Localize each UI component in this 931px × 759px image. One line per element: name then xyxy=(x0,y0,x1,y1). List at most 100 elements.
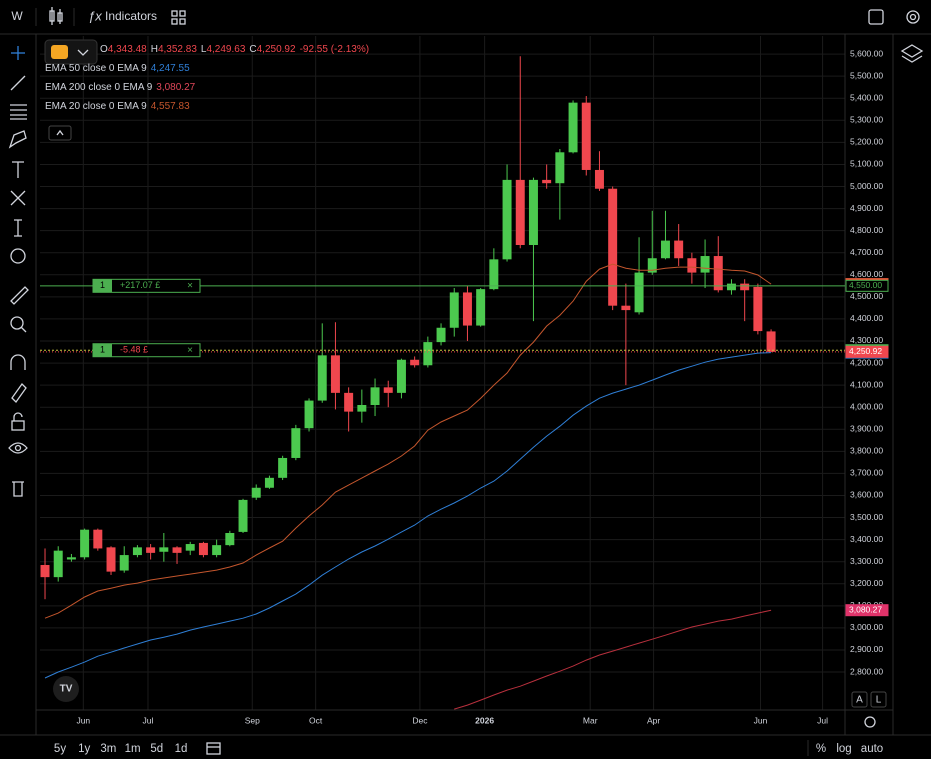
x-tick-label: Oct xyxy=(309,715,323,725)
price-tag xyxy=(845,279,889,292)
range-button[interactable]: 1d xyxy=(175,743,188,755)
position-close[interactable]: × xyxy=(187,345,193,356)
collapse-legend[interactable] xyxy=(48,125,72,141)
price-tag-label: 4,250.92 xyxy=(849,346,882,356)
settings-icon[interactable] xyxy=(906,10,920,24)
auto-label: A xyxy=(856,695,863,706)
scale-option[interactable]: % xyxy=(816,743,826,755)
ema-name: EMA 20 close 0 EMA 9 xyxy=(45,101,147,112)
candle-body xyxy=(726,283,736,291)
symbol-logo xyxy=(51,45,68,59)
candle-body xyxy=(753,286,763,332)
open-value: 4,343.48 xyxy=(107,44,147,55)
scale-option[interactable]: log xyxy=(836,743,851,755)
scale-option[interactable]: auto xyxy=(861,743,883,755)
y-tick-label: 5,000.00 xyxy=(850,181,883,191)
dropdown-icon xyxy=(77,49,89,56)
low-label: L xyxy=(200,44,207,55)
range-button[interactable]: 5d xyxy=(150,743,163,755)
candle-body xyxy=(317,355,327,401)
candle-body xyxy=(159,547,169,552)
y-tick-label: 4,700.00 xyxy=(850,247,883,257)
x-tick-label: Jul xyxy=(817,715,828,725)
candle-body xyxy=(766,331,776,352)
plot xyxy=(40,56,776,710)
log-button[interactable] xyxy=(870,691,887,708)
range-button[interactable]: 5y xyxy=(54,743,66,755)
y-tick-label: 4,900.00 xyxy=(850,203,883,213)
candle-body xyxy=(476,289,486,326)
candle-body xyxy=(330,355,340,393)
y-tick-label: 2,900.00 xyxy=(850,644,883,654)
ema-legend-row[interactable]: EMA 20 close 0 EMA 9 4,557.83 xyxy=(45,97,369,116)
y-tick-label: 4,600.00 xyxy=(850,269,883,279)
candle-body xyxy=(278,457,288,478)
auto-button[interactable] xyxy=(851,691,868,708)
chart-type-icon[interactable] xyxy=(49,7,63,25)
ema-legend-row[interactable]: EMA 50 close 0 EMA 9 4,247.55 xyxy=(45,59,369,78)
candle-body xyxy=(410,359,420,366)
price-tag xyxy=(845,604,889,617)
x-tick-label: Apr xyxy=(647,715,660,725)
templates-icon[interactable] xyxy=(171,10,186,25)
candle-body xyxy=(396,359,406,393)
candle-body xyxy=(53,550,63,578)
candle-body xyxy=(291,428,301,458)
candle-body xyxy=(647,258,657,273)
legend: O 4,343.48 H 4,352.83 L 4,249.63 C 4,250.92 … xyxy=(45,40,369,116)
candle-body xyxy=(198,542,208,556)
indicators-button[interactable]: Indicators xyxy=(105,9,157,23)
y-tick-label: 4,100.00 xyxy=(850,379,883,389)
ema-name: EMA 200 close 0 EMA 9 xyxy=(45,82,153,93)
y-tick-label: 4,400.00 xyxy=(850,313,883,323)
ema-value: 3,080.27 xyxy=(156,82,196,93)
logo[interactable] xyxy=(53,676,79,702)
candle-body xyxy=(185,544,195,551)
layers-icon[interactable] xyxy=(900,44,924,63)
y-tick-label: 5,200.00 xyxy=(850,137,883,147)
fx-icon[interactable]: ƒx xyxy=(88,8,102,23)
candle-body xyxy=(106,547,116,572)
fullscreen-icon[interactable] xyxy=(868,9,884,25)
ema-value: 4,247.55 xyxy=(150,63,190,74)
candle-body xyxy=(225,533,235,546)
y-tick-label: 3,600.00 xyxy=(850,490,883,500)
candle-body xyxy=(304,400,314,429)
candle-body xyxy=(502,179,512,260)
candle-body xyxy=(119,555,129,571)
candle-body xyxy=(436,327,446,343)
candle-body xyxy=(568,102,578,153)
candle-body xyxy=(40,565,50,578)
candle-body xyxy=(212,545,222,556)
candle-body xyxy=(581,102,591,170)
candle-body xyxy=(146,547,156,553)
symbol[interactable]: W xyxy=(11,9,23,23)
y-tick-label: 5,500.00 xyxy=(850,70,883,80)
price-tag-label: 4,550.00 xyxy=(849,280,882,290)
y-tick-label: 5,400.00 xyxy=(850,92,883,102)
date-range-icon[interactable] xyxy=(206,742,221,755)
axis-settings-icon[interactable] xyxy=(864,716,876,728)
ema-line xyxy=(44,263,772,619)
collapse-icon xyxy=(56,129,64,136)
candle-body xyxy=(555,152,565,184)
high-label: H xyxy=(150,44,158,55)
candle-body xyxy=(542,179,552,184)
x-tick-label: Jul xyxy=(143,715,154,725)
range-button[interactable]: 3m xyxy=(100,743,116,755)
y-tick-label: 5,300.00 xyxy=(850,115,883,125)
candle-body xyxy=(370,387,380,406)
y-tick-label: 4,000.00 xyxy=(850,401,883,411)
position-close[interactable]: × xyxy=(187,280,193,291)
x-tick-label: Jun xyxy=(76,715,90,725)
range-button[interactable]: 1m xyxy=(125,743,141,755)
ema-value: 4,557.83 xyxy=(150,101,190,112)
candle-body xyxy=(515,179,525,245)
position-qty: 1 xyxy=(100,345,105,355)
ema-line xyxy=(454,609,772,710)
y-tick-label: 5,100.00 xyxy=(850,159,883,169)
range-button[interactable]: 1y xyxy=(78,743,90,755)
close-value: 4,250.92 xyxy=(256,44,296,55)
ema-legend-row[interactable]: EMA 200 close 0 EMA 9 3,080.27 xyxy=(45,78,369,97)
drawing-tools[interactable] xyxy=(8,46,29,497)
